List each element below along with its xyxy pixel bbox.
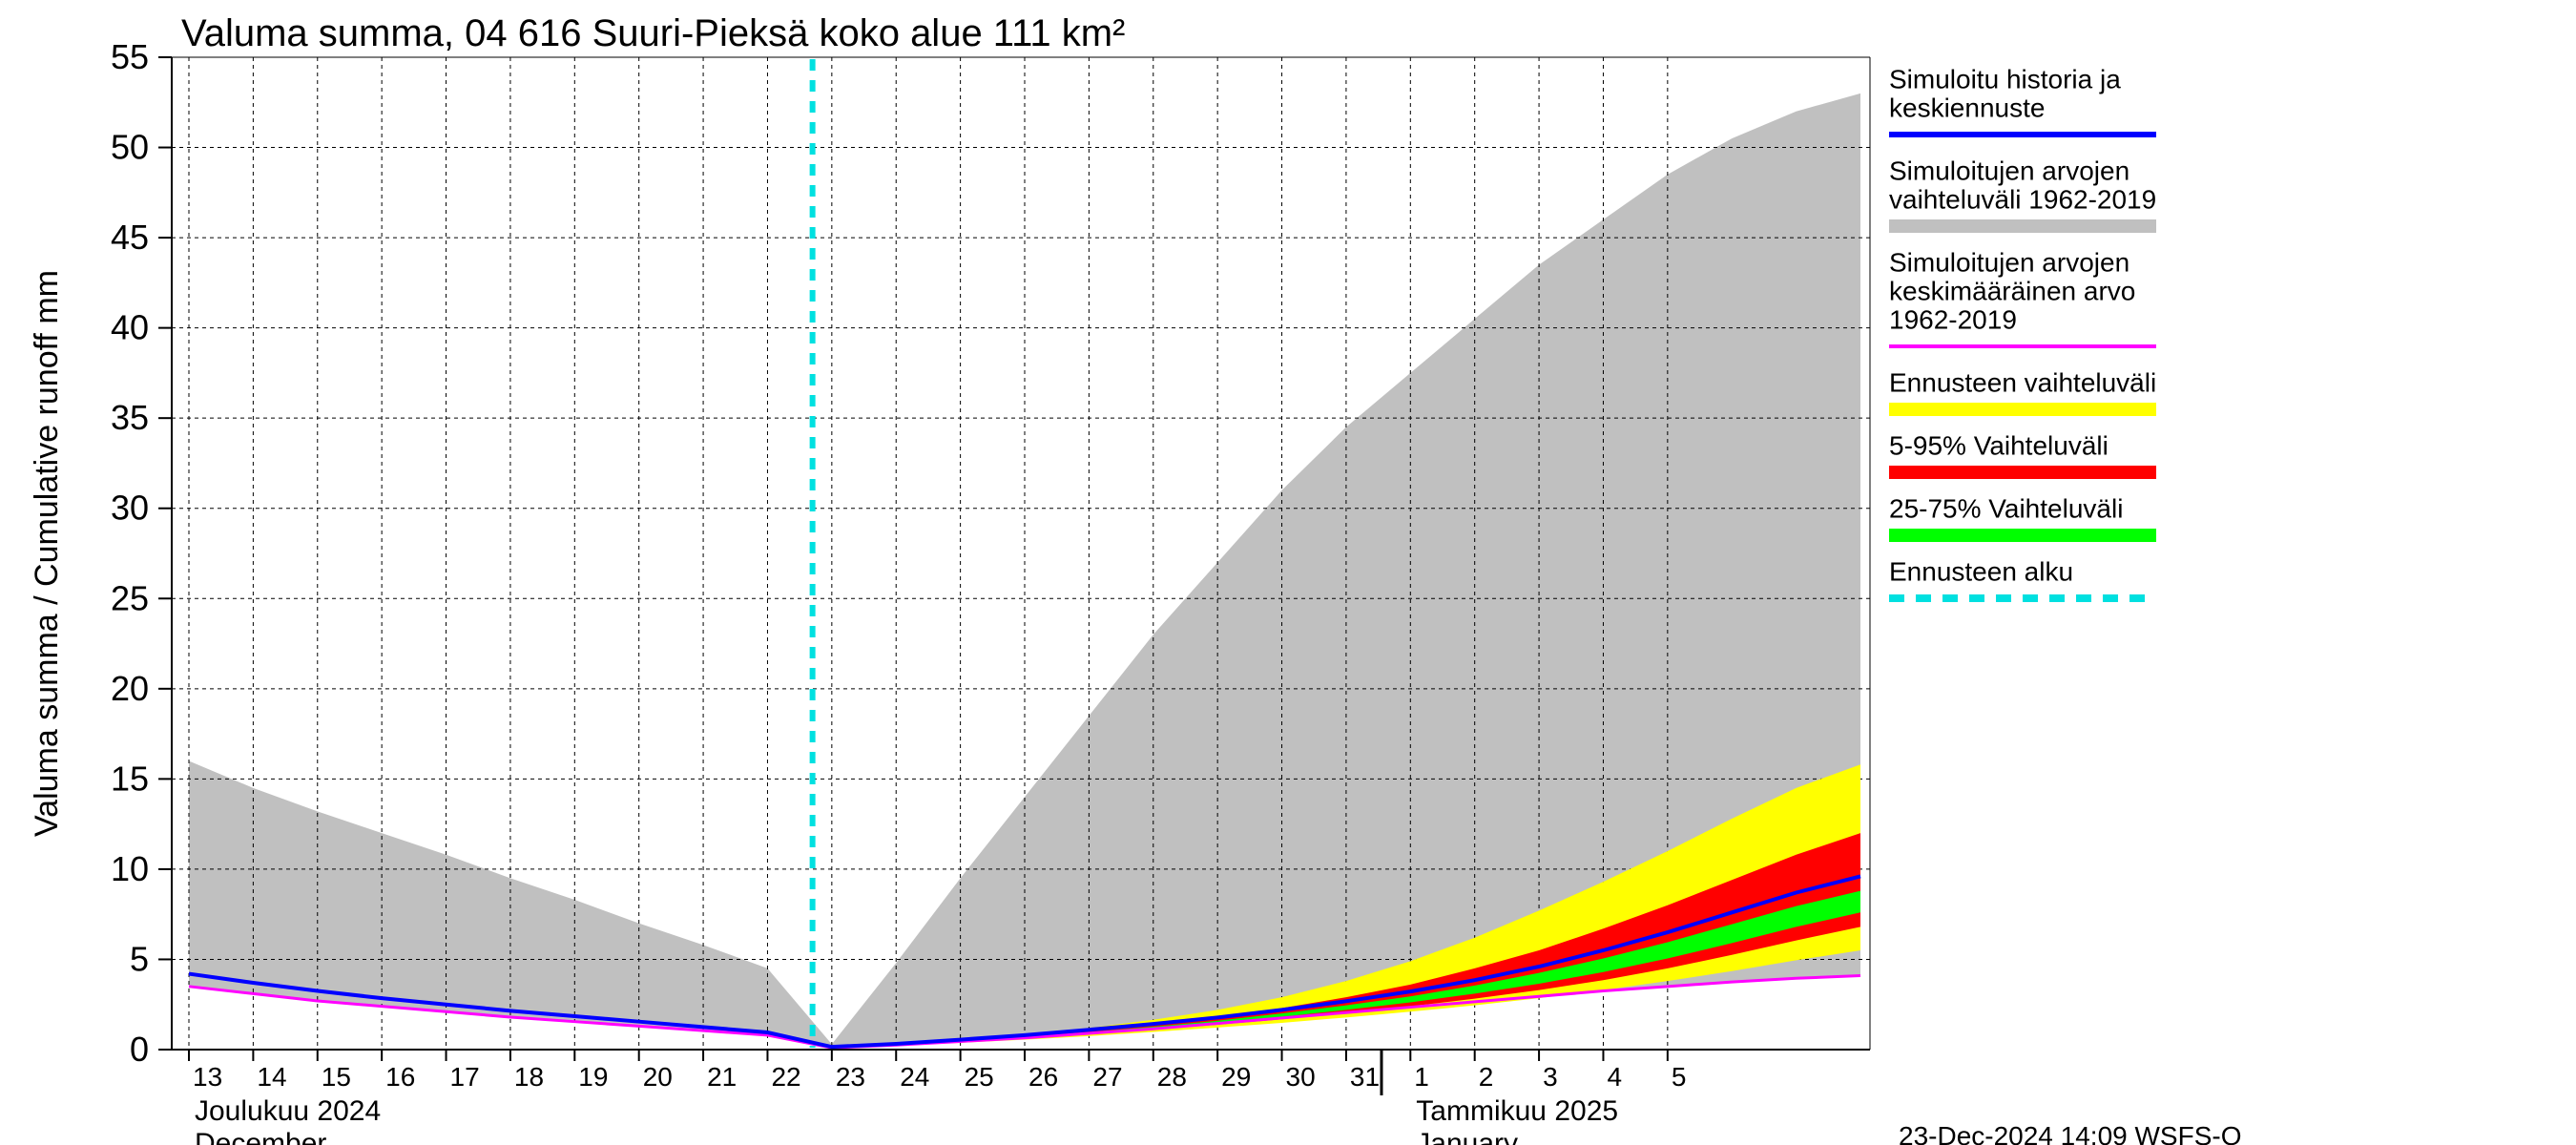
x-tick-label: 28 (1157, 1062, 1187, 1092)
y-tick-label: 50 (111, 128, 149, 167)
y-tick-label: 55 (111, 37, 149, 76)
month-label-en: December (195, 1128, 326, 1145)
x-tick-label: 30 (1286, 1062, 1316, 1092)
legend-label: Ennusteen alku (1889, 556, 2073, 586)
legend-label: Simuloitu historia ja (1889, 64, 2121, 94)
x-tick-label: 22 (771, 1062, 800, 1092)
legend-label: 1962-2019 (1889, 304, 2017, 334)
x-tick-label: 20 (643, 1062, 673, 1092)
y-tick-label: 30 (111, 489, 149, 528)
chart-svg: 0510152025303540455055131415161718192021… (0, 0, 2576, 1145)
y-tick-label: 0 (130, 1030, 149, 1069)
legend-swatch (1889, 529, 2156, 542)
x-tick-label: 29 (1221, 1062, 1251, 1092)
legend-label: Simuloitujen arvojen (1889, 247, 2129, 277)
y-tick-label: 10 (111, 849, 149, 888)
legend-swatch (1889, 219, 2156, 233)
x-tick-label: 25 (965, 1062, 994, 1092)
month-label-fi: Tammikuu 2025 (1416, 1095, 1618, 1127)
x-tick-label: 17 (450, 1062, 480, 1092)
y-tick-label: 35 (111, 398, 149, 437)
y-tick-label: 40 (111, 308, 149, 347)
x-tick-label: 3 (1543, 1062, 1558, 1092)
y-axis-label: Valuma summa / Cumulative runoff mm (29, 270, 65, 837)
y-tick-label: 45 (111, 218, 149, 257)
x-tick-label: 27 (1092, 1062, 1122, 1092)
x-tick-label: 23 (836, 1062, 865, 1092)
month-label-fi: Joulukuu 2024 (195, 1095, 381, 1127)
x-tick-label: 16 (385, 1062, 415, 1092)
x-tick-label: 4 (1607, 1062, 1622, 1092)
legend-swatch (1889, 403, 2156, 416)
x-tick-label: 26 (1028, 1062, 1058, 1092)
legend-label: 5-95% Vaihteluväli (1889, 430, 2109, 460)
x-tick-label: 1 (1414, 1062, 1429, 1092)
y-tick-label: 5 (130, 939, 149, 978)
x-tick-label: 18 (514, 1062, 544, 1092)
x-tick-label: 24 (900, 1062, 929, 1092)
chart-title: Valuma summa, 04 616 Suuri-Pieksä koko a… (181, 12, 1125, 54)
month-label-en: January (1416, 1128, 1518, 1145)
legend-label: Ennusteen vaihteluväli (1889, 367, 2156, 397)
x-tick-label: 21 (707, 1062, 737, 1092)
legend-label: vaihteluväli 1962-2019 (1889, 184, 2156, 214)
x-tick-label: 19 (578, 1062, 608, 1092)
legend-swatch (1889, 466, 2156, 479)
legend-label: 25-75% Vaihteluväli (1889, 493, 2123, 523)
x-tick-label: 31 (1350, 1062, 1380, 1092)
y-tick-label: 15 (111, 759, 149, 798)
footer-timestamp: 23-Dec-2024 14:09 WSFS-O (1899, 1121, 2242, 1145)
legend-label: keskiennuste (1889, 93, 2045, 122)
x-tick-label: 5 (1672, 1062, 1687, 1092)
legend-label: Simuloitujen arvojen (1889, 156, 2129, 185)
x-tick-label: 13 (193, 1062, 222, 1092)
x-tick-label: 2 (1479, 1062, 1494, 1092)
y-tick-label: 20 (111, 669, 149, 708)
y-tick-label: 25 (111, 578, 149, 617)
legend-label: keskimääräinen arvo (1889, 276, 2135, 305)
x-tick-label: 14 (257, 1062, 286, 1092)
x-tick-label: 15 (322, 1062, 351, 1092)
chart-container: 0510152025303540455055131415161718192021… (0, 0, 2576, 1145)
